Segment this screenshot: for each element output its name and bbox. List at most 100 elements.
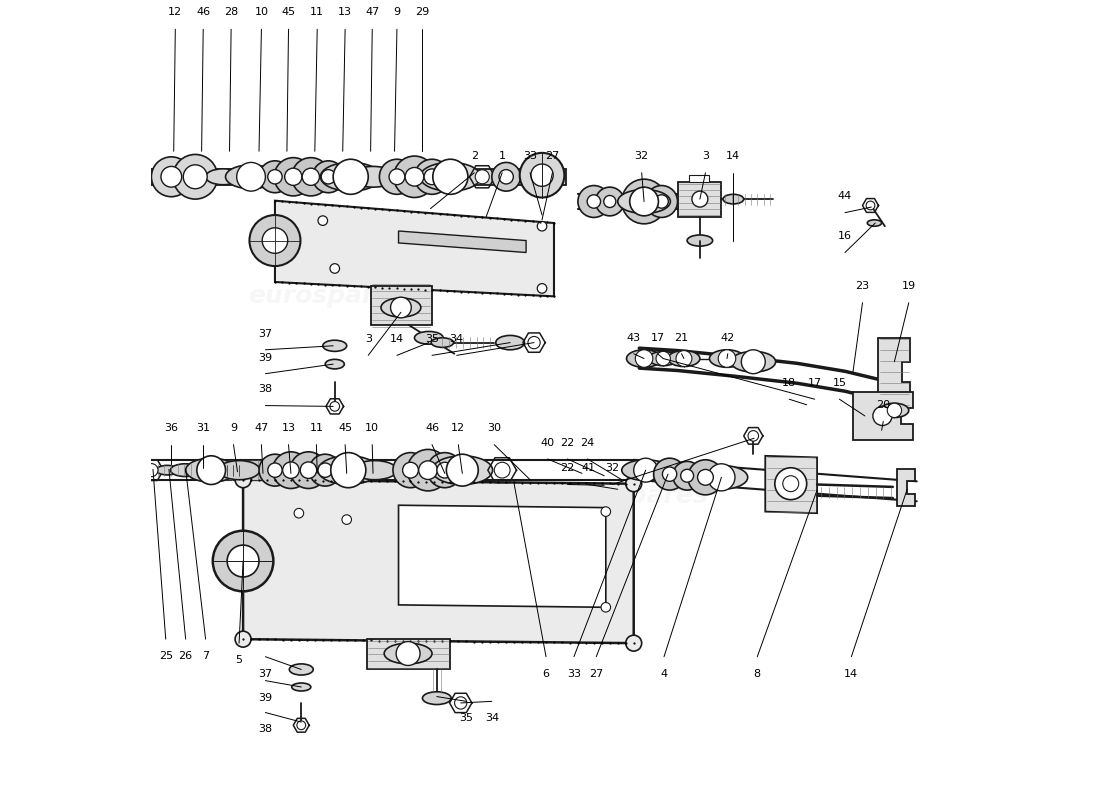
Text: 6: 6 xyxy=(542,669,550,678)
Text: 36: 36 xyxy=(164,423,178,434)
Circle shape xyxy=(290,452,327,489)
Polygon shape xyxy=(219,460,271,480)
Text: 20: 20 xyxy=(877,400,890,410)
Circle shape xyxy=(621,179,667,224)
Ellipse shape xyxy=(318,456,378,485)
Polygon shape xyxy=(678,182,722,217)
Circle shape xyxy=(161,166,182,187)
Circle shape xyxy=(407,450,449,491)
Circle shape xyxy=(629,187,659,216)
Text: 46: 46 xyxy=(196,7,210,18)
Text: 10: 10 xyxy=(254,7,268,18)
Circle shape xyxy=(419,461,438,479)
Ellipse shape xyxy=(326,359,344,369)
Text: 42: 42 xyxy=(720,333,735,342)
Polygon shape xyxy=(275,201,554,296)
Text: 14: 14 xyxy=(726,151,740,161)
Circle shape xyxy=(499,170,514,184)
Circle shape xyxy=(662,467,676,482)
Ellipse shape xyxy=(422,692,451,705)
Circle shape xyxy=(403,462,418,478)
Circle shape xyxy=(636,350,652,367)
Ellipse shape xyxy=(723,194,744,204)
Text: 45: 45 xyxy=(338,423,352,434)
Text: 11: 11 xyxy=(309,423,323,434)
Polygon shape xyxy=(689,175,710,182)
Text: 26: 26 xyxy=(178,651,192,661)
Circle shape xyxy=(454,697,466,709)
Text: 12: 12 xyxy=(168,7,183,18)
Circle shape xyxy=(494,462,510,478)
Circle shape xyxy=(653,458,685,490)
Text: 37: 37 xyxy=(258,669,273,678)
Circle shape xyxy=(236,162,265,191)
Text: 19: 19 xyxy=(902,281,916,290)
Circle shape xyxy=(601,602,610,612)
Polygon shape xyxy=(243,480,634,643)
Text: 31: 31 xyxy=(196,423,210,434)
Circle shape xyxy=(741,350,766,374)
Text: 21: 21 xyxy=(674,333,689,342)
Circle shape xyxy=(300,462,317,478)
Circle shape xyxy=(197,456,226,485)
Ellipse shape xyxy=(415,331,443,344)
Text: 10: 10 xyxy=(365,423,380,434)
Circle shape xyxy=(626,635,641,651)
Circle shape xyxy=(873,406,892,426)
Circle shape xyxy=(152,157,191,197)
Text: 8: 8 xyxy=(754,669,761,678)
Text: 18: 18 xyxy=(782,378,796,388)
Circle shape xyxy=(681,470,694,482)
Text: 32: 32 xyxy=(635,151,649,161)
Text: 44: 44 xyxy=(838,190,853,201)
Circle shape xyxy=(394,156,436,198)
Text: 7: 7 xyxy=(202,651,209,661)
Text: 3: 3 xyxy=(365,334,372,344)
Circle shape xyxy=(283,462,299,478)
Polygon shape xyxy=(255,169,302,185)
Text: autospares: autospares xyxy=(551,484,708,508)
Circle shape xyxy=(321,170,336,184)
Text: 22: 22 xyxy=(560,438,574,448)
Ellipse shape xyxy=(320,162,381,191)
Ellipse shape xyxy=(206,169,241,185)
Text: 32: 32 xyxy=(605,463,619,474)
Text: 17: 17 xyxy=(650,333,664,342)
Ellipse shape xyxy=(349,166,397,187)
Circle shape xyxy=(425,169,440,185)
Circle shape xyxy=(626,476,641,492)
Polygon shape xyxy=(398,231,526,253)
Circle shape xyxy=(697,470,714,486)
Text: 29: 29 xyxy=(416,7,430,18)
Ellipse shape xyxy=(431,338,453,347)
Circle shape xyxy=(692,191,708,207)
Text: 5: 5 xyxy=(235,655,243,665)
Text: 2: 2 xyxy=(471,151,477,161)
Circle shape xyxy=(405,167,424,186)
Circle shape xyxy=(258,454,290,486)
Circle shape xyxy=(587,194,601,208)
Circle shape xyxy=(262,228,288,254)
Circle shape xyxy=(415,159,450,194)
Text: 45: 45 xyxy=(282,7,296,18)
Circle shape xyxy=(646,186,678,218)
Ellipse shape xyxy=(352,461,397,480)
Ellipse shape xyxy=(289,664,314,675)
Text: 27: 27 xyxy=(590,669,604,678)
Circle shape xyxy=(396,642,420,666)
Text: 30: 30 xyxy=(487,423,502,434)
Circle shape xyxy=(285,168,301,186)
Text: 39: 39 xyxy=(258,353,273,362)
Text: 38: 38 xyxy=(258,725,273,734)
Text: 17: 17 xyxy=(807,378,822,388)
Ellipse shape xyxy=(732,351,775,372)
Text: 47: 47 xyxy=(254,423,268,434)
Text: 28: 28 xyxy=(224,7,239,18)
Circle shape xyxy=(537,222,547,231)
Circle shape xyxy=(189,461,209,480)
Polygon shape xyxy=(398,506,606,607)
Text: 24: 24 xyxy=(581,438,595,448)
Circle shape xyxy=(235,472,251,488)
Circle shape xyxy=(475,170,490,184)
Text: 14: 14 xyxy=(845,669,858,678)
